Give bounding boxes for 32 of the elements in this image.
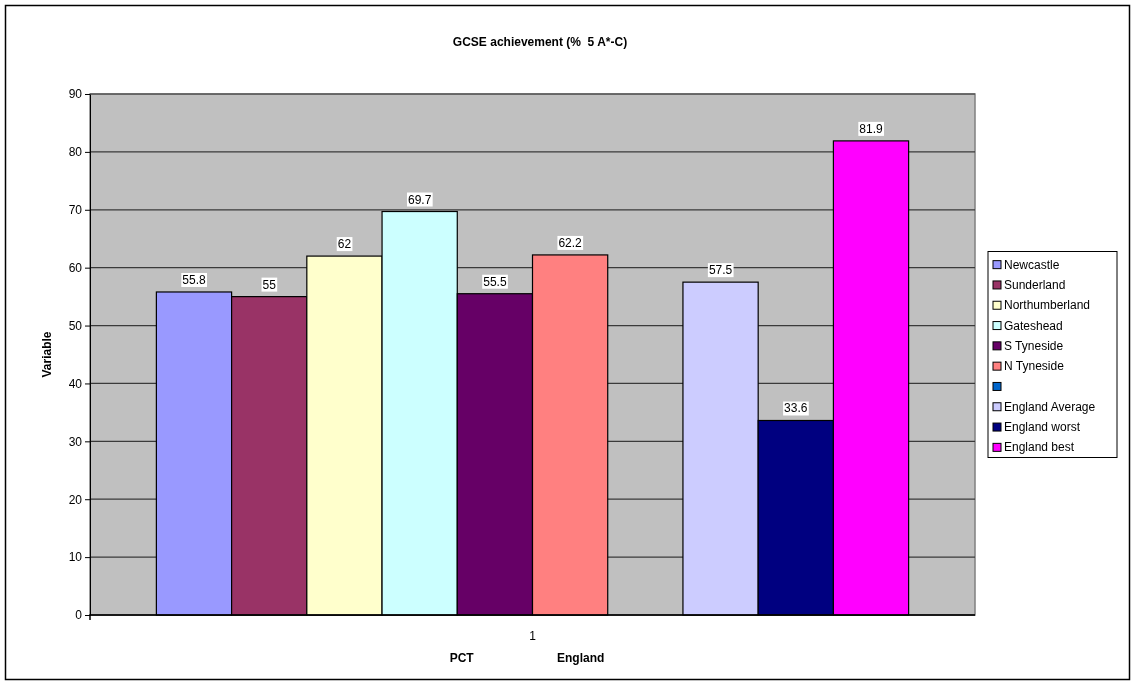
legend-label: S Tyneside [1004, 338, 1064, 353]
y-tick-label: 0 [75, 608, 83, 623]
y-tick-label: 90 [68, 87, 83, 102]
data-label: 57.5 [708, 263, 733, 278]
data-label: 55.8 [182, 272, 206, 287]
y-tick-label: 80 [68, 145, 83, 160]
y-axis-title: Variable [40, 331, 54, 378]
chart-title: GCSE achievement (% 5 A*-C) [452, 35, 628, 49]
legend-label: England best [1004, 440, 1075, 455]
legend-label: England Average [1004, 399, 1096, 414]
y-tick-label: 50 [68, 318, 83, 333]
legend-label: N Tyneside [1004, 359, 1065, 374]
legend-label: Newcastle [1004, 257, 1060, 272]
data-label: 62 [337, 237, 352, 252]
data-label: 62.2 [558, 235, 583, 250]
x-axis-title: PCT England [449, 651, 605, 665]
y-tick-label: 20 [68, 492, 83, 507]
data-label: 55 [262, 277, 277, 292]
y-tick-label: 30 [68, 434, 83, 449]
legend-label: Sunderland [1004, 277, 1066, 292]
data-label: 33.6 [784, 401, 808, 416]
x-tick-label: 1 [529, 628, 537, 643]
legend-label: Northumberland [1004, 298, 1091, 313]
y-tick-label: 70 [68, 203, 83, 218]
data-label: 81.9 [859, 121, 884, 136]
y-tick-label: 10 [68, 550, 83, 565]
data-label: 69.7 [407, 192, 432, 207]
y-tick-label: 60 [68, 261, 83, 276]
legend-label: Gateshead [1004, 318, 1063, 333]
data-label: 55.5 [483, 274, 507, 289]
y-tick-label: 40 [68, 376, 83, 391]
legend-label: England worst [1004, 420, 1081, 435]
